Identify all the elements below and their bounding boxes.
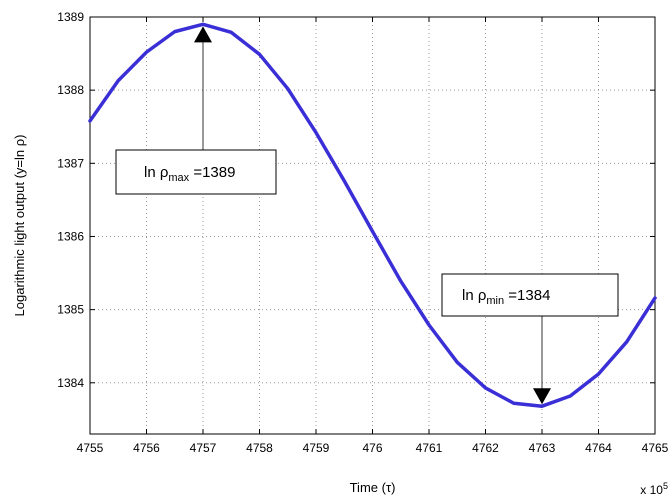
series-line xyxy=(88,22,657,408)
max-label: ln ρmax =1389 xyxy=(144,164,235,184)
y-tick-label: 1385 xyxy=(57,303,84,317)
x-tick-label: 4758 xyxy=(246,441,273,455)
grid xyxy=(90,17,655,434)
min-label: ln ρmin =1384 xyxy=(462,287,550,307)
x-tick-label: 476 xyxy=(362,441,382,455)
x-tick-label: 4763 xyxy=(529,441,556,455)
annotation-min: ln ρmin =1384 xyxy=(441,273,619,405)
x-tick-label: 4761 xyxy=(416,441,443,455)
y-tick-label: 1387 xyxy=(57,156,84,170)
y-axis-label: Logarithmic light output (y=ln ρ) xyxy=(12,135,27,317)
max-label-box xyxy=(115,149,277,195)
ticks: 4755 4756 4757 4758 4759 476 4761 4762 4763 4764 4… xyxy=(57,10,668,455)
annotation-max: ln ρmax =1389 xyxy=(115,26,277,195)
x-tick-label: 4755 xyxy=(77,441,104,455)
x-tick-label: 4765 xyxy=(642,441,669,455)
y-tick-label: 1388 xyxy=(57,83,84,97)
x-axis-multiplier: x 105 xyxy=(640,481,668,497)
min-arrowhead xyxy=(533,388,551,405)
x-tick-label: 4759 xyxy=(303,441,330,455)
y-tick-label: 1384 xyxy=(57,376,84,390)
y-tick-label: 1389 xyxy=(57,10,84,24)
x-tick-label: 4762 xyxy=(472,441,499,455)
x-tick-label: 4757 xyxy=(190,441,217,455)
max-arrowhead xyxy=(194,26,212,43)
x-tick-label: 4764 xyxy=(585,441,612,455)
min-label-box xyxy=(441,273,619,317)
y-tick-label: 1386 xyxy=(57,229,84,243)
x-tick-label: 4756 xyxy=(133,441,160,455)
x-axis-label: Time (τ) xyxy=(350,480,396,495)
